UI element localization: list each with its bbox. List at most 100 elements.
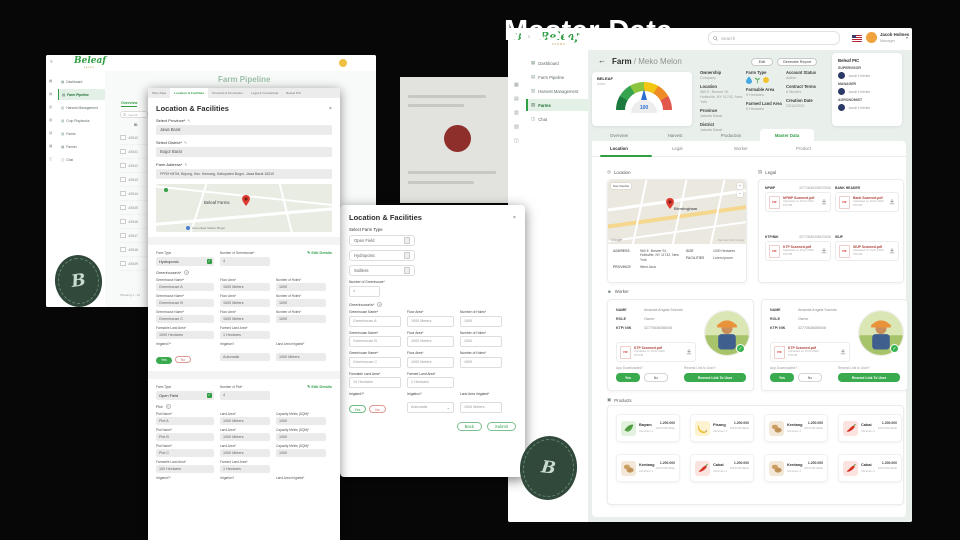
search-input[interactable]: Search xyxy=(120,111,148,118)
download-icon[interactable] xyxy=(840,349,846,355)
pencil-icon[interactable]: ✎ xyxy=(187,118,191,123)
sidebar-item-chat[interactable]: ◫ Chat xyxy=(526,113,588,125)
back-button[interactable]: Back xyxy=(456,422,482,431)
file-card[interactable]: PDF KTP Scanned.pdf Uploaded on 15.01.2020… xyxy=(765,241,831,261)
irrigated-no-toggle[interactable]: No xyxy=(175,356,191,363)
checkbox[interactable] xyxy=(403,252,410,259)
holes-input[interactable]: 1000 xyxy=(276,283,326,291)
row-checkbox[interactable] xyxy=(120,134,126,141)
map-type-control[interactable]: Map Satellite xyxy=(611,183,632,189)
tab-harvest[interactable]: Harvest xyxy=(667,132,683,138)
greenhouse-name-input[interactable]: Greenhouse A xyxy=(349,315,401,327)
table-row[interactable]: #2542 xyxy=(120,159,156,173)
greenhouse-name-input[interactable]: Greenhouse B xyxy=(349,336,401,347)
add-icon[interactable]: + xyxy=(184,270,190,275)
resend-link-button[interactable]: Resend Link To User xyxy=(684,373,746,382)
greenhouse-name-input[interactable]: Greenhouse A xyxy=(156,283,214,291)
modal-tab-products-production[interactable]: Products & Production xyxy=(212,91,243,95)
table-row[interactable]: #2541 xyxy=(120,145,156,159)
tab-production[interactable]: Production xyxy=(720,132,742,138)
district-input[interactable]: Bogor Barat xyxy=(156,147,332,157)
greenhouse-name-input[interactable]: Greenhouse C xyxy=(156,315,214,323)
table-row[interactable]: #2546 xyxy=(120,215,156,229)
harvest-icon[interactable]: ▥ xyxy=(49,105,53,109)
holes-input[interactable]: 1000 xyxy=(460,315,502,327)
file-card[interactable]: PDF SIUP Scanned.pdf Uploaded on 15.01.202… xyxy=(835,241,899,261)
farm-type-value[interactable]: Hydroponic ✓ xyxy=(156,257,214,266)
subtab-worker[interactable]: Worker xyxy=(734,146,748,151)
submit-button[interactable]: Submit xyxy=(486,422,516,431)
plot-name-input[interactable]: Plot A xyxy=(156,417,214,425)
product-card-cabai[interactable]: Cabai Abraham 2 1.200.000 100 TON/ Week xyxy=(838,454,902,482)
pencil-icon[interactable]: ✎ xyxy=(184,140,187,145)
product-card-cabai[interactable]: Cabai Abraham 2 1.200.000 100 TON/ Week xyxy=(838,414,902,442)
table-row[interactable]: #2547 xyxy=(120,229,156,243)
option-open-field[interactable]: Open Field xyxy=(349,235,415,246)
province-input[interactable]: Jawa Barat xyxy=(156,125,332,135)
greenhouse-name-input[interactable]: Greenhouse C xyxy=(349,356,401,368)
irrigated-yes-toggle[interactable]: Yes xyxy=(156,357,172,364)
sidebar-item-dashboard[interactable]: ▦ Dashboard xyxy=(58,76,105,87)
table-row[interactable]: #2544 xyxy=(120,187,156,201)
file-card[interactable]: PDF Bank Scanned.pdf Uploaded on 15.01.202… xyxy=(835,192,899,212)
no-button[interactable]: No xyxy=(644,373,668,382)
yes-button[interactable]: Yes xyxy=(616,373,640,382)
file-card[interactable]: PDF KTP Scanned.pdf Uploaded on 15.01.2020… xyxy=(616,342,696,362)
row-checkbox[interactable] xyxy=(120,162,126,169)
holes-input[interactable]: 1000 xyxy=(460,356,502,368)
menu-icon[interactable]: ≡ xyxy=(528,34,533,41)
modal-tab-mine-data[interactable]: Mine Data xyxy=(152,91,167,95)
download-icon[interactable] xyxy=(821,199,827,205)
table-row[interactable]: #2543 xyxy=(120,173,156,187)
map[interactable]: Beleaf Farms Komunitas Sablon Bogor xyxy=(156,184,332,232)
land-irrigated-input[interactable]: 1000 Meters xyxy=(276,353,326,361)
irrigated-yes-toggle[interactable]: Yes xyxy=(349,405,366,413)
download-icon[interactable] xyxy=(686,349,692,355)
table-row[interactable]: #2549 xyxy=(120,257,156,271)
subtab-location[interactable]: Location xyxy=(610,146,628,151)
back-arrow-icon[interactable]: ← xyxy=(598,56,606,65)
avatar[interactable] xyxy=(339,59,347,67)
chat-icon[interactable]: ◫ xyxy=(514,138,519,144)
file-card[interactable]: PDF KTP Scanned.pdf Uploaded on 15.01.2020… xyxy=(770,342,850,362)
modal-tab-beleaf-pic[interactable]: Beleaf PIC xyxy=(286,91,301,95)
sidebar-item-dashboard[interactable]: ▦ Dashboard xyxy=(526,57,588,69)
floor-area-input[interactable]: 1000 Meters xyxy=(407,336,454,347)
checkbox[interactable] xyxy=(403,237,410,244)
resend-link-button[interactable]: Resend Link To User xyxy=(838,373,900,382)
row-checkbox[interactable] xyxy=(120,204,126,211)
sidebar-item-harvest-management[interactable]: ▥ Harvest Management xyxy=(526,85,588,97)
us-flag-icon[interactable] xyxy=(852,35,862,42)
holes-input[interactable]: 1000 xyxy=(276,299,326,307)
farmed-land-input[interactable]: 1 Hectares xyxy=(220,465,270,473)
row-checkbox[interactable] xyxy=(120,190,126,197)
edit-button[interactable]: Edit xyxy=(751,58,773,66)
row-checkbox[interactable] xyxy=(120,176,126,183)
add-icon[interactable]: + xyxy=(165,404,171,409)
tab-master-data[interactable]: Master Data xyxy=(760,129,814,141)
irrigation-input[interactable]: Automatic xyxy=(220,353,270,361)
capacity-input[interactable]: 1000 xyxy=(276,449,326,457)
download-icon[interactable] xyxy=(889,248,895,254)
farmed-land-input[interactable]: 1 Hectares xyxy=(220,331,270,339)
capacity-input[interactable]: 1000 xyxy=(276,417,326,425)
farmed-land-input[interactable]: 1 Hectares xyxy=(407,377,454,388)
table-row[interactable]: #2545 xyxy=(120,201,156,215)
plot-name-input[interactable]: Plot C xyxy=(156,449,214,457)
holes-input[interactable]: 1000 xyxy=(276,315,326,323)
zoom-out-button[interactable]: − xyxy=(737,191,743,197)
sidebar-item-crop-playbooks[interactable]: ▧ Crop Playbooks xyxy=(58,115,105,126)
zoom-in-button[interactable]: + xyxy=(737,183,743,189)
pipeline-icon[interactable]: ▤ xyxy=(49,92,53,96)
no-button[interactable]: No xyxy=(798,373,822,382)
dashboard-icon[interactable]: ▦ xyxy=(49,79,53,83)
tab-overview[interactable]: Overview xyxy=(121,101,138,107)
close-icon[interactable]: × xyxy=(512,214,516,221)
table-row[interactable]: #2540 xyxy=(120,131,156,145)
search-input[interactable]: Search xyxy=(708,31,840,45)
download-icon[interactable] xyxy=(889,199,895,205)
farms-icon[interactable]: ▨ xyxy=(514,124,519,130)
generate-report-button[interactable]: Generate Report xyxy=(777,58,817,66)
land-area-input[interactable]: 1000 Meters xyxy=(220,433,270,441)
file-card[interactable]: PDF NPWP Scanned.pdf Uploaded on 15.01.202… xyxy=(765,192,831,212)
